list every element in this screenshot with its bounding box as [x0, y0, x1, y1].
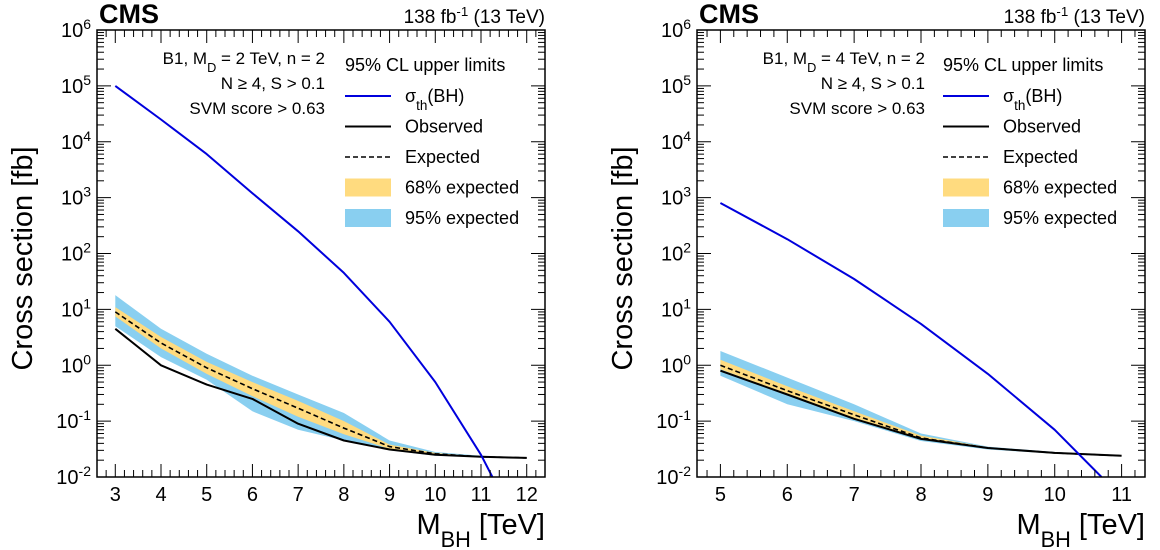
- legend-theory-label: σth(BH): [1003, 86, 1062, 113]
- y-tick-label: 106: [61, 16, 91, 42]
- band-68-expected: [115, 307, 527, 458]
- x-tick-label: 8: [338, 484, 349, 506]
- y-axis-title: Cross section [fb]: [7, 146, 39, 370]
- panel-md-2tev: 3 4 5 6 7 8 9 10 11 12 10-2 10-1 100 101 102 103 104 105 1…: [7, 0, 546, 550]
- x-tick-label: 9: [384, 484, 395, 506]
- band-95-expected: [115, 295, 527, 458]
- y-tick-label: 10-1: [56, 407, 91, 433]
- y-tick-label: 102: [61, 240, 91, 266]
- legend-95-swatch: [943, 209, 989, 227]
- x-tick-label: 11: [471, 484, 492, 506]
- legend-theory-label: σth(BH): [405, 86, 464, 113]
- theory-line: [719, 202, 1103, 477]
- x-tick-label: 6: [247, 484, 258, 506]
- y-tick-label: 100: [661, 351, 691, 377]
- y-tick-label: 105: [61, 72, 91, 98]
- legend-68-label: 68% expected: [405, 178, 519, 198]
- x-tick-label: 8: [915, 484, 926, 506]
- y-tick-label: 102: [661, 240, 691, 266]
- info-line-2: N ≥ 4, S > 0.1: [821, 74, 925, 93]
- x-tick-label: 9: [982, 484, 993, 506]
- observed-line: [114, 328, 527, 459]
- legend-95-label: 95% expected: [405, 208, 519, 228]
- y-tick-label: 10-2: [656, 463, 691, 489]
- plot-frame: [696, 29, 1146, 478]
- y-tick-label: 10-1: [656, 407, 691, 433]
- legend-68-swatch: [943, 178, 989, 197]
- x-tick-label: 7: [293, 484, 304, 506]
- band-95-expected: [720, 351, 1122, 456]
- y-axis-title: Cross section [fb]: [607, 146, 639, 370]
- x-axis-title: MBH [TeV]: [1016, 509, 1145, 550]
- luminosity-label: 138 fb-1 (13 TeV): [404, 4, 545, 29]
- info-line-3: SVM score > 0.63: [789, 99, 925, 118]
- x-tick-label: 3: [110, 484, 121, 506]
- cms-label: CMS: [99, 0, 159, 29]
- info-line-2: N ≥ 4, S > 0.1: [221, 74, 325, 93]
- y-tick-label: 101: [661, 295, 691, 321]
- legend-95-label: 95% expected: [1003, 208, 1117, 228]
- legend-header: 95% CL upper limits: [943, 55, 1103, 75]
- x-tick-label: 10: [1044, 484, 1066, 506]
- legend-expected-label: Expected: [405, 147, 480, 167]
- x-tick-label: 10: [424, 484, 446, 506]
- y-tick-label: 103: [661, 184, 691, 210]
- legend-observed-label: Observed: [405, 117, 483, 137]
- legend-header: 95% CL upper limits: [345, 55, 505, 75]
- x-axis-title: MBH [TeV]: [416, 509, 545, 550]
- y-tick-label: 10-2: [56, 463, 91, 489]
- y-tick-label: 104: [661, 128, 691, 154]
- theory-line: [114, 85, 494, 477]
- legend-expected-label: Expected: [1003, 147, 1078, 167]
- y-tick-label: 104: [61, 128, 91, 154]
- panel-md-4tev: 5 6 7 8 9 10 11 10-2 10-1 100 101 102 103 104 105 106 CM…: [607, 0, 1146, 550]
- y-tick-label: 101: [61, 295, 91, 321]
- band-68-expected: [720, 359, 1122, 456]
- legend-95-swatch: [345, 209, 391, 227]
- data-layer: [114, 85, 527, 477]
- data-layer: [719, 202, 1122, 477]
- y-tick-label: 105: [661, 72, 691, 98]
- y-tick-label: 100: [61, 351, 91, 377]
- x-tick-label: 6: [782, 484, 793, 506]
- x-tick-label: 12: [516, 484, 538, 506]
- legend-68-swatch: [345, 178, 391, 197]
- info-line-1: B1, MD = 2 TeV, n = 2: [163, 49, 325, 75]
- x-tick-label: 5: [201, 484, 212, 506]
- y-tick-label: 103: [61, 184, 91, 210]
- info-line-3: SVM score > 0.63: [189, 99, 325, 118]
- x-tick-label: 7: [849, 484, 860, 506]
- x-tick-label: 4: [155, 484, 166, 506]
- expected-line: [114, 311, 527, 459]
- y-tick-label: 106: [661, 16, 691, 42]
- cms-label: CMS: [699, 0, 759, 29]
- luminosity-label: 138 fb-1 (13 TeV): [1004, 4, 1145, 29]
- legend-observed-label: Observed: [1003, 117, 1081, 137]
- info-line-1: B1, MD = 4 TeV, n = 2: [763, 49, 925, 75]
- legend-68-label: 68% expected: [1003, 178, 1117, 198]
- x-tick-label: 5: [715, 484, 726, 506]
- x-tick-label: 11: [1111, 484, 1132, 506]
- observed-line: [720, 369, 1122, 457]
